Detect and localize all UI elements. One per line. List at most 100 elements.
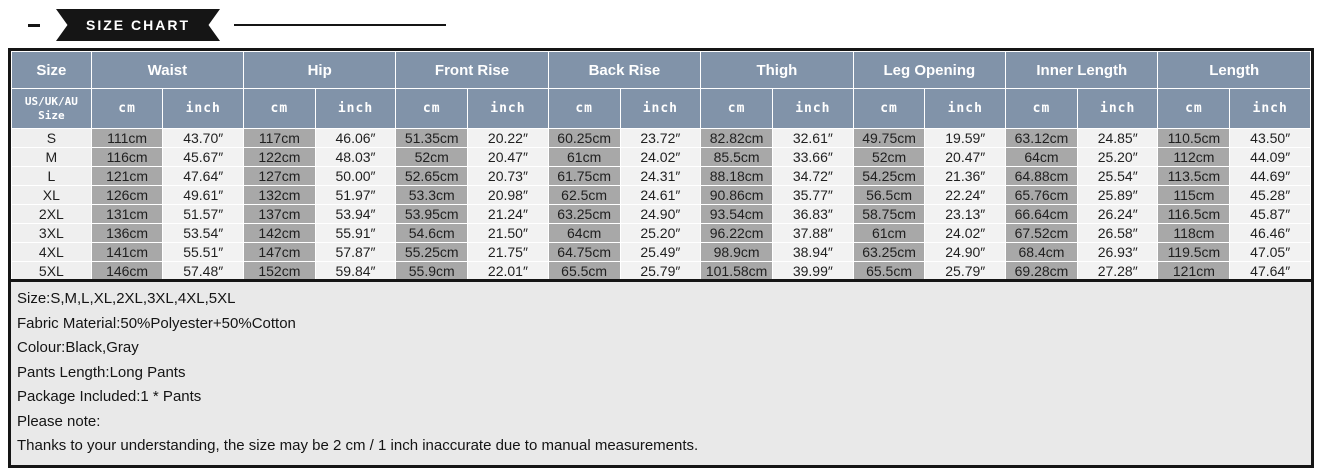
cm-value-cell: 55.25cm	[395, 242, 469, 262]
inch-value-cell: 47.64″	[1229, 261, 1311, 281]
inch-value-cell: 46.46″	[1229, 223, 1311, 243]
table-row: 3XL 136cm 53.54″ 142cm 55.91″ 54.6cm 21.50″ 64c…	[11, 223, 1311, 243]
unit-inch-header: inch	[1229, 88, 1311, 129]
inch-value-cell: 25.20″	[619, 223, 702, 243]
note-line: Package Included:1 * Pants	[17, 388, 202, 405]
cm-value-cell: 54.25cm	[852, 166, 926, 186]
table-row: M 116cm 45.67″ 122cm 48.03″ 52cm 20.47″ 61cm 24.…	[11, 147, 1311, 167]
inch-value-cell: 53.94″	[314, 204, 397, 224]
unit-inch-header: inch	[924, 88, 1007, 129]
cm-value-cell: 98.9cm	[700, 242, 774, 262]
cm-value-cell: 121cm	[90, 166, 164, 186]
inch-value-cell: 20.47″	[924, 147, 1007, 167]
inch-value-cell: 25.89″	[1076, 185, 1159, 205]
column-group-length: Length	[1157, 51, 1311, 89]
column-group-waist: Waist	[90, 51, 245, 89]
inch-value-cell: 49.61″	[162, 185, 245, 205]
cm-value-cell: 49.75cm	[852, 128, 926, 148]
cm-value-cell: 90.86cm	[700, 185, 774, 205]
size-chart-ribbon: SIZE CHART	[56, 9, 220, 41]
inch-value-cell: 53.54″	[162, 223, 245, 243]
inch-value-cell: 55.91″	[314, 223, 397, 243]
table-row: 2XL 131cm 51.57″ 137cm 53.94″ 53.95cm 21.24″ 63…	[11, 204, 1311, 224]
unit-inch-header: inch	[314, 88, 397, 129]
size-cell: M	[11, 147, 92, 167]
inch-value-cell: 48.03″	[314, 147, 397, 167]
cm-value-cell: 58.75cm	[852, 204, 926, 224]
size-cell: 3XL	[11, 223, 92, 243]
size-cell: 4XL	[11, 242, 92, 262]
column-group-leg-opening: Leg Opening	[852, 51, 1007, 89]
cm-value-cell: 126cm	[90, 185, 164, 205]
unit-cm-header: cm	[547, 88, 621, 129]
size-cell: XL	[11, 185, 92, 205]
inch-value-cell: 24.02″	[924, 223, 1007, 243]
inch-value-cell: 44.09″	[1229, 147, 1311, 167]
cm-value-cell: 111cm	[90, 128, 164, 148]
inch-value-cell: 19.59″	[924, 128, 1007, 148]
inch-value-cell: 24.02″	[619, 147, 702, 167]
inch-value-cell: 45.87″	[1229, 204, 1311, 224]
cm-value-cell: 63.25cm	[547, 204, 621, 224]
cm-value-cell: 67.52cm	[1005, 223, 1078, 243]
note-line: Size:S,M,L,XL,2XL,3XL,4XL,5XL	[17, 290, 236, 307]
inch-value-cell: 45.67″	[162, 147, 245, 167]
unit-inch-header: inch	[772, 88, 854, 129]
inch-value-cell: 24.61″	[619, 185, 702, 205]
cm-value-cell: 122cm	[243, 147, 316, 167]
cm-value-cell: 115cm	[1157, 185, 1231, 205]
inch-value-cell: 57.48″	[162, 261, 245, 281]
cm-value-cell: 64cm	[547, 223, 621, 243]
cm-value-cell: 52.65cm	[395, 166, 469, 186]
notes: Size:S,M,L,XL,2XL,3XL,4XL,5XL Fabric Mate…	[11, 282, 1311, 464]
inch-value-cell: 46.06″	[314, 128, 397, 148]
note-line: Thanks to your understanding, the size m…	[17, 437, 699, 454]
unit-header-row: US/UK/AU Size cm inch cm inch cm inch cm inch cm…	[11, 88, 1311, 129]
inch-value-cell: 43.50″	[1229, 128, 1311, 148]
cm-value-cell: 52cm	[852, 147, 926, 167]
cm-value-cell: 56.5cm	[852, 185, 926, 205]
cm-value-cell: 53.95cm	[395, 204, 469, 224]
size-table-body: S 111cm 43.70″ 117cm 46.06″ 51.35cm 20.22″ 60.2…	[11, 128, 1311, 281]
cm-value-cell: 119.5cm	[1157, 242, 1231, 262]
note-line: Pants Length:Long Pants	[17, 363, 186, 381]
inch-value-cell: 26.24″	[1076, 204, 1159, 224]
page-title: SIZE CHART	[86, 17, 190, 33]
column-group-hip: Hip	[243, 51, 397, 89]
inch-value-cell: 43.70″	[162, 128, 245, 148]
size-cell: S	[11, 128, 92, 148]
cm-value-cell: 118cm	[1157, 223, 1231, 243]
cm-value-cell: 61.75cm	[547, 166, 621, 186]
cm-value-cell: 88.18cm	[700, 166, 774, 186]
inch-value-cell: 47.64″	[162, 166, 245, 186]
inch-value-cell: 45.28″	[1229, 185, 1311, 205]
cm-value-cell: 61cm	[852, 223, 926, 243]
cm-value-cell: 65.5cm	[547, 261, 621, 281]
inch-value-cell: 21.50″	[467, 223, 549, 243]
note-line: Colour:Black,Gray	[17, 339, 139, 356]
inch-value-cell: 21.24″	[467, 204, 549, 224]
cm-value-cell: 65.76cm	[1005, 185, 1078, 205]
inch-value-cell: 20.98″	[467, 185, 549, 205]
inch-value-cell: 20.22″	[467, 128, 549, 148]
cm-value-cell: 117cm	[243, 128, 316, 148]
chart-frame: Size Waist Hip Front Rise Back Rise Thigh Leg…	[8, 48, 1314, 468]
inch-value-cell: 51.57″	[162, 204, 245, 224]
table-row: L 121cm 47.64″ 127cm 50.00″ 52.65cm 20.73″ 61.7…	[11, 166, 1311, 186]
cm-value-cell: 101.58cm	[700, 261, 774, 281]
inch-value-cell: 35.77″	[772, 185, 854, 205]
cm-value-cell: 82.82cm	[700, 128, 774, 148]
unit-cm-header: cm	[1005, 88, 1078, 129]
banner: SIZE CHART	[28, 8, 446, 42]
cm-value-cell: 64.75cm	[547, 242, 621, 262]
inch-value-cell: 22.24″	[924, 185, 1007, 205]
column-group-thigh: Thigh	[700, 51, 854, 89]
unit-cm-header: cm	[90, 88, 164, 129]
inch-value-cell: 24.31″	[619, 166, 702, 186]
inch-value-cell: 33.66″	[772, 147, 854, 167]
inch-value-cell: 36.83″	[772, 204, 854, 224]
size-subheader: US/UK/AU Size	[11, 88, 92, 129]
cm-value-cell: 113.5cm	[1157, 166, 1231, 186]
cm-value-cell: 60.25cm	[547, 128, 621, 148]
inch-value-cell: 25.54″	[1076, 166, 1159, 186]
